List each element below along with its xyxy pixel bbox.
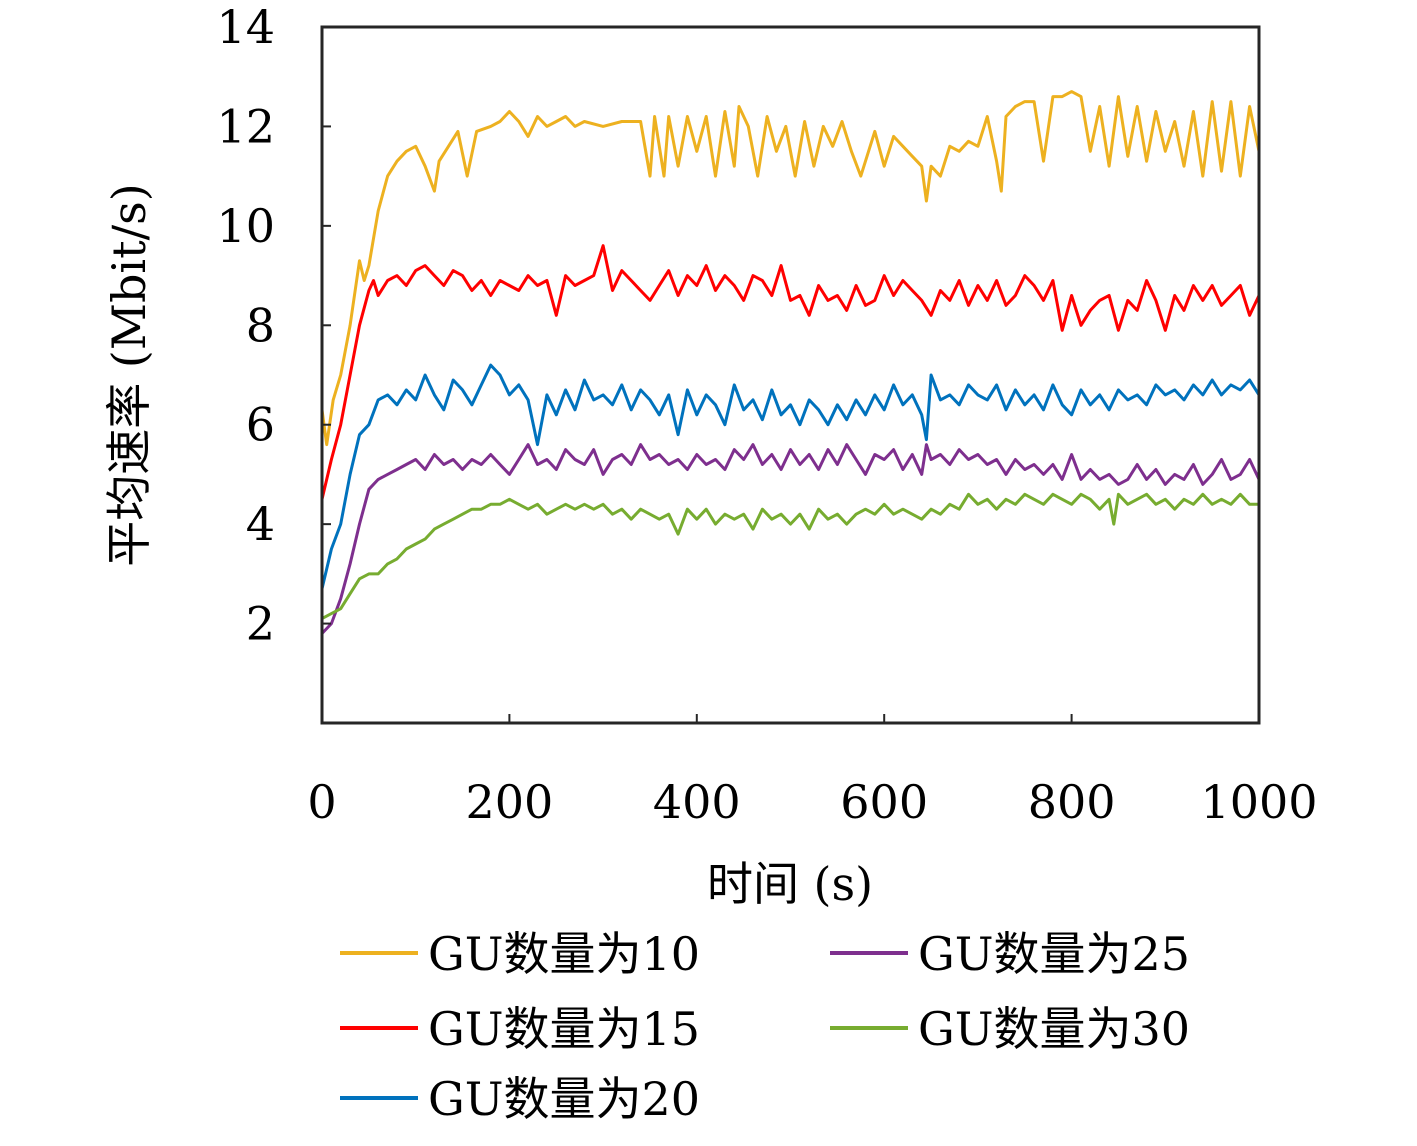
y-tick-label: 4	[246, 497, 275, 551]
y-tick-label: 14	[216, 0, 275, 54]
plot-frame	[320, 25, 1261, 725]
x-axis-ticks: 0 200 400 600 800 1000	[307, 714, 1318, 829]
legend: GU数量为10 GU数量为15 GU数量为20 GU数量为25 GU数量为30	[340, 927, 1190, 1126]
y-axis-title: 平均速率 (Mbit/s)	[102, 183, 156, 566]
x-tick-label: 600	[840, 775, 928, 829]
x-axis-title: 时间 (s)	[707, 857, 873, 911]
legend-label: GU数量为15	[428, 1002, 700, 1056]
series-line-5	[321, 492, 1259, 620]
y-tick-label: 6	[246, 398, 275, 452]
legend-label: GU数量为10	[428, 927, 700, 981]
y-axis-ticks: 2 4 6 8 10 12 14	[216, 0, 331, 651]
legend-item-2: GU数量为15	[340, 1002, 700, 1056]
series-line-4	[320, 443, 1261, 635]
series-line-1	[320, 90, 1261, 447]
series-layer	[320, 90, 1261, 635]
y-tick-label: 10	[216, 199, 275, 253]
x-tick-label: 800	[1028, 775, 1116, 829]
y-tick-label: 8	[246, 298, 275, 352]
series-line-3	[320, 363, 1261, 590]
legend-label: GU数量为20	[428, 1072, 700, 1126]
legend-item-3: GU数量为20	[340, 1072, 700, 1126]
x-tick-label: 1000	[1200, 775, 1317, 829]
y-tick-label: 2	[246, 597, 275, 651]
legend-item-4: GU数量为25	[830, 927, 1190, 981]
y-tick-label: 12	[216, 99, 275, 153]
legend-item-5: GU数量为30	[830, 1002, 1190, 1056]
legend-item-1: GU数量为10	[340, 927, 700, 981]
x-tick-label: 400	[653, 775, 741, 829]
series-line-2	[320, 244, 1261, 500]
legend-label: GU数量为30	[918, 1002, 1190, 1056]
x-tick-label: 200	[465, 775, 553, 829]
x-tick-label: 0	[307, 775, 336, 829]
legend-label: GU数量为25	[918, 927, 1190, 981]
